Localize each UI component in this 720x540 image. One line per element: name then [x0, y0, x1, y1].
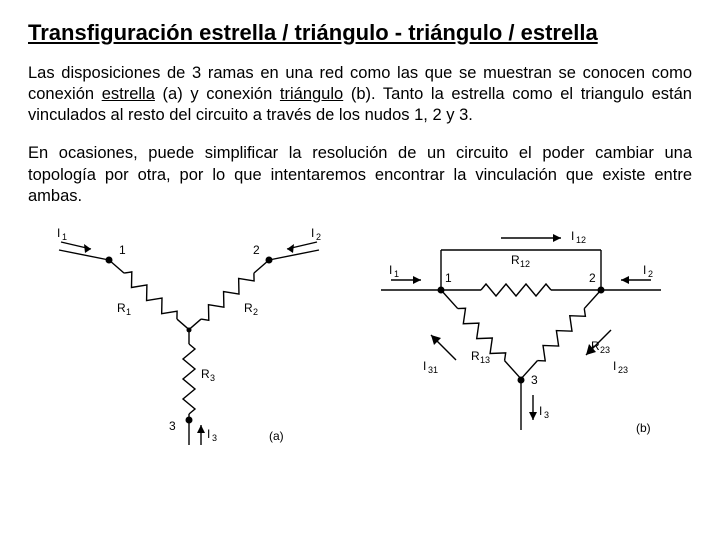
svg-text:2: 2	[253, 307, 258, 317]
svg-text:I: I	[57, 226, 60, 240]
svg-text:12: 12	[520, 259, 530, 269]
svg-text:23: 23	[600, 345, 610, 355]
svg-text:I: I	[207, 427, 210, 441]
node-1-label-b: 1	[445, 271, 452, 285]
svg-text:I: I	[389, 263, 392, 277]
node-2-label-b: 2	[589, 271, 596, 285]
svg-text:R: R	[201, 367, 210, 381]
svg-text:I: I	[311, 226, 314, 240]
figure-b-delta: I1 I2 I12 R12 1 2 3	[361, 220, 681, 450]
svg-text:R: R	[244, 301, 253, 315]
svg-text:13: 13	[480, 355, 490, 365]
svg-text:3: 3	[544, 410, 549, 420]
p1-tri: triángulo	[280, 85, 343, 103]
figure-a-caption: (a)	[269, 429, 284, 443]
paragraph-2: En ocasiones, puede simplificar la resol…	[28, 143, 692, 207]
figure-b-caption: (b)	[636, 421, 651, 435]
node-1-label: 1	[119, 243, 126, 257]
svg-text:12: 12	[576, 235, 586, 245]
svg-text:2: 2	[648, 269, 653, 279]
svg-text:I: I	[423, 359, 426, 373]
svg-text:I: I	[539, 404, 542, 418]
node-2-label: 2	[253, 243, 260, 257]
svg-text:R: R	[511, 253, 520, 267]
svg-text:2: 2	[316, 232, 321, 242]
svg-text:1: 1	[394, 269, 399, 279]
figures-row: I1 I2 1 2 R1 R2	[28, 220, 692, 450]
figure-a-svg: I1 I2 1 2 R1 R2	[39, 220, 339, 450]
svg-text:3: 3	[212, 433, 217, 443]
svg-text:I: I	[643, 263, 646, 277]
svg-text:1: 1	[62, 232, 67, 242]
node-3-label: 3	[169, 419, 176, 433]
svg-text:1: 1	[126, 307, 131, 317]
svg-text:I: I	[571, 229, 574, 243]
svg-text:R: R	[117, 301, 126, 315]
figure-a-star: I1 I2 1 2 R1 R2	[39, 220, 339, 450]
page-title: Transfiguración estrella / triángulo - t…	[28, 20, 692, 46]
svg-text:3: 3	[210, 373, 215, 383]
paragraph-1: Las disposiciones de 3 ramas en una red …	[28, 63, 692, 127]
svg-text:R: R	[471, 349, 480, 363]
figure-b-svg: I1 I2 I12 R12 1 2 3	[361, 220, 681, 450]
svg-text:I: I	[613, 359, 616, 373]
svg-text:31: 31	[428, 365, 438, 375]
node-3-label-b: 3	[531, 373, 538, 387]
p1-text-b: (a) y conexión	[155, 85, 280, 103]
svg-text:23: 23	[618, 365, 628, 375]
p1-star: estrella	[102, 85, 155, 103]
